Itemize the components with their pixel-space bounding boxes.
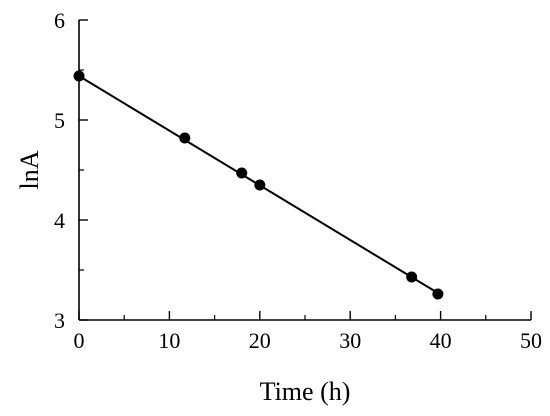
y-tick-label: 4 [54,208,65,233]
axes [78,20,531,321]
data-points [73,70,444,300]
data-point [432,288,444,300]
x-tick-label: 30 [339,328,361,353]
data-point [406,271,418,283]
y-ticks: 3 4 5 6 [54,8,88,333]
x-tick-label: 40 [430,328,452,353]
data-point [179,132,191,144]
data-point [236,167,248,179]
y-axis-title: lnA [15,150,44,189]
y-tick-label: 3 [54,308,65,333]
x-tick-label: 50 [520,328,542,353]
x-tick-label: 20 [249,328,271,353]
x-axis-title: Time (h) [260,377,351,406]
y-tick-label: 6 [54,8,65,33]
y-tick-label: 5 [54,108,65,133]
x-tick-label: 10 [158,328,180,353]
data-point [73,70,85,82]
x-tick-label: 0 [74,328,85,353]
x-ticks: 0 10 20 30 40 50 [74,311,542,353]
data-point [254,179,266,191]
